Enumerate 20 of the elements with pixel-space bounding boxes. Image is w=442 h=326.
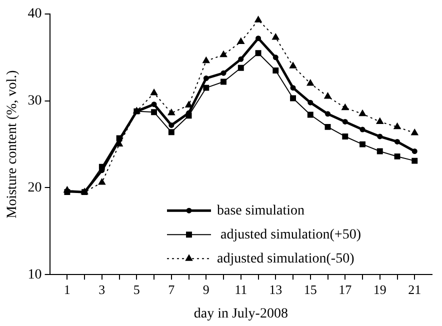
y-tick-label: 10 <box>28 267 42 282</box>
x-tick-label: 9 <box>202 282 210 297</box>
x-tick-label: 11 <box>234 282 248 297</box>
legend-label: base simulation <box>217 203 304 218</box>
x-tick-label: 19 <box>373 282 386 297</box>
x-axis-title: day in July-2008 <box>194 306 288 322</box>
x-tick-label: 13 <box>269 282 282 297</box>
legend-label: adjusted simulation(-50) <box>217 251 355 266</box>
y-tick-label: 40 <box>28 6 42 22</box>
x-tick-label: 21 <box>408 282 422 297</box>
x-tick-label: 17 <box>338 282 352 297</box>
x-tick-label: 1 <box>64 282 70 297</box>
y-tick-label: 20 <box>28 180 42 196</box>
y-tick-label: 30 <box>28 94 42 109</box>
x-tick-label: 3 <box>98 282 106 297</box>
legend-label: adjusted simulation(+50) <box>217 227 362 242</box>
x-tick-label: 7 <box>168 282 176 297</box>
y-axis-title: Moisture content (%, vol.) <box>5 70 20 218</box>
x-tick-label: 5 <box>133 282 140 297</box>
x-tick-label: 15 <box>304 282 317 297</box>
